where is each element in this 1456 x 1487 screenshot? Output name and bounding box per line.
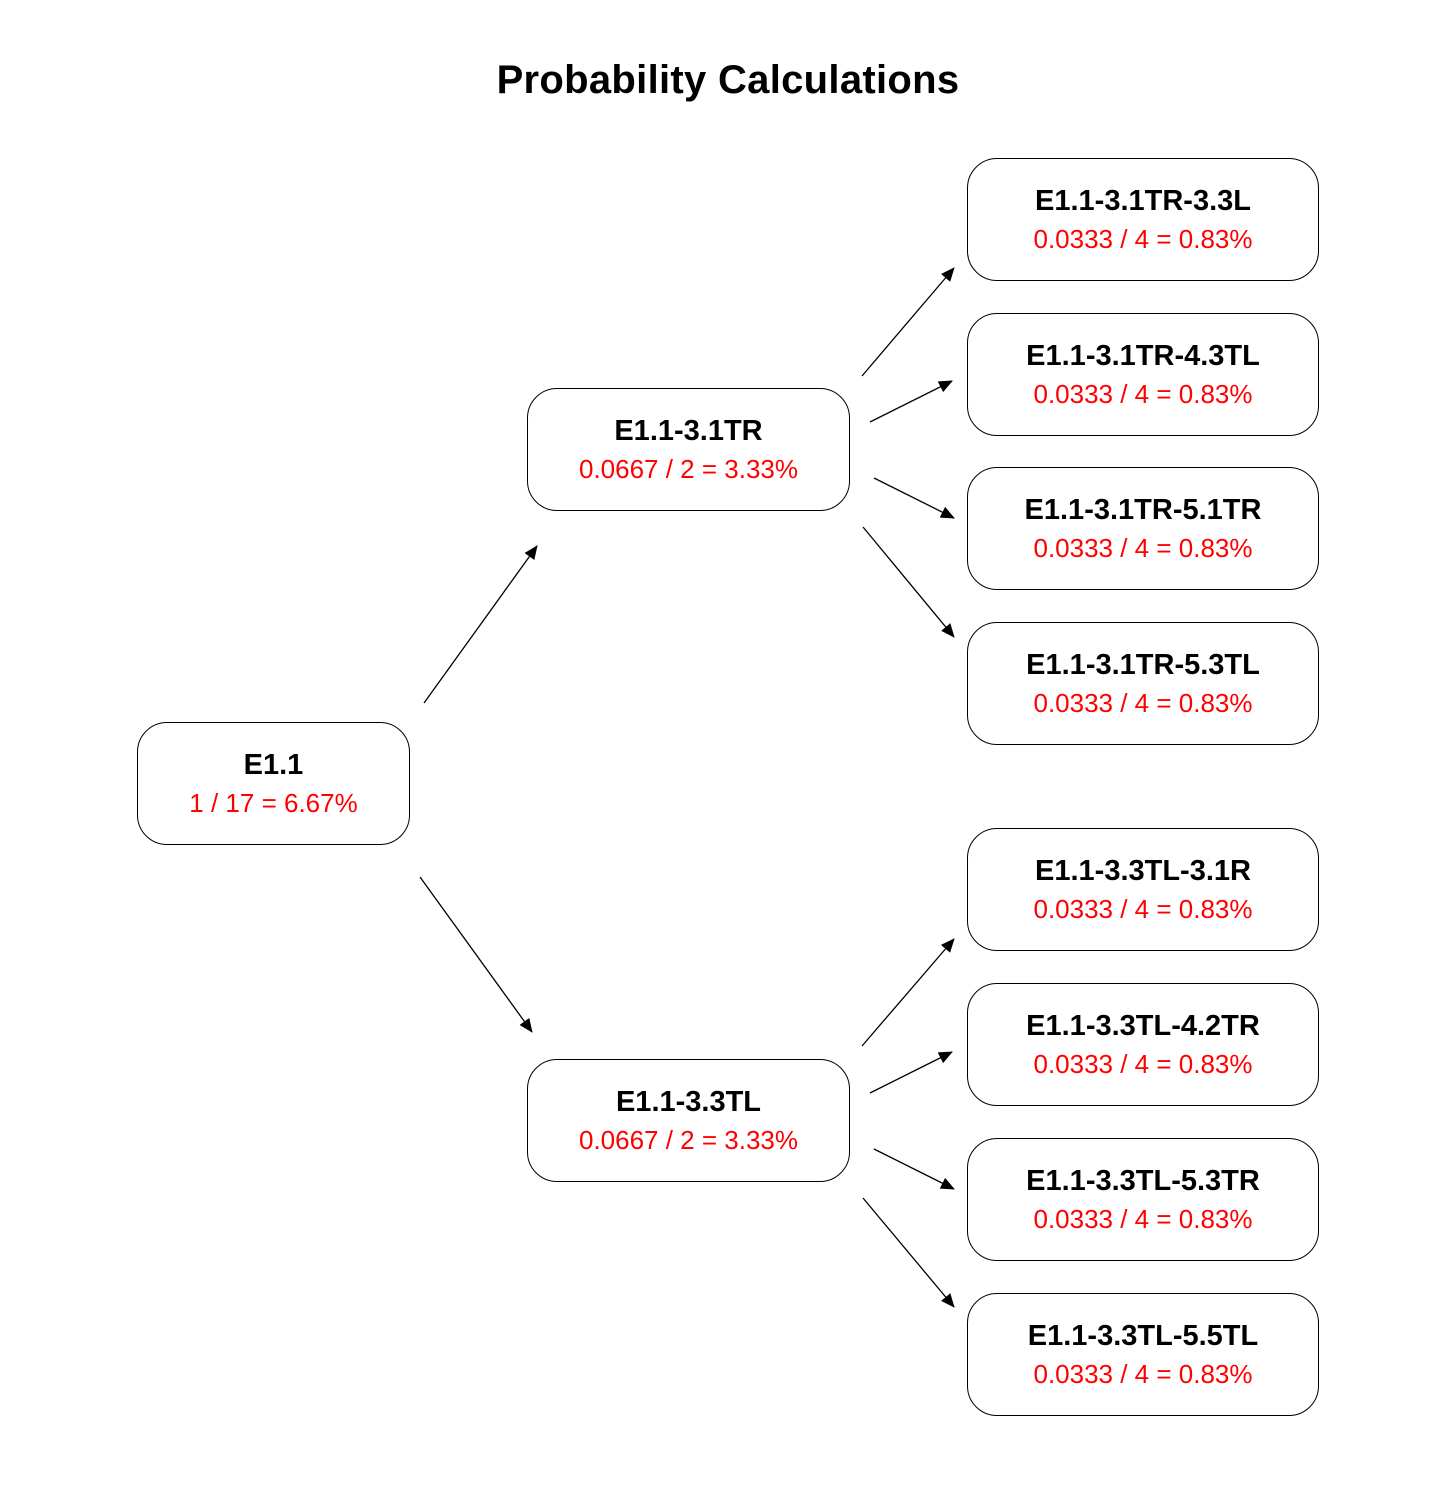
node-calculation: 0.0667 / 2 = 3.33% [578, 453, 798, 484]
node-label: E1.1-3.3TL-5.3TR [1026, 1164, 1260, 1197]
diagram-title: Probability Calculations [496, 58, 960, 102]
node-leaf-b3: E1.1-3.3TL-5.3TR 0.0333 / 4 = 0.83% [967, 1138, 1319, 1261]
node-root: E1.1 1 / 17 = 6.67% [137, 722, 410, 845]
node-calculation: 0.0333 / 4 = 0.83% [1033, 378, 1253, 409]
node-leaf-b4: E1.1-3.3TL-5.5TL 0.0333 / 4 = 0.83% [967, 1293, 1319, 1416]
node-label: E1.1-3.3TL-5.5TL [1027, 1319, 1259, 1352]
node-calculation: 0.0333 / 4 = 0.83% [1033, 893, 1253, 924]
node-leaf-b2: E1.1-3.3TL-4.2TR 0.0333 / 4 = 0.83% [967, 983, 1319, 1106]
edge-branch-b-to-leaf-b4 [862, 1197, 955, 1308]
node-leaf-a3: E1.1-3.1TR-5.1TR 0.0333 / 4 = 0.83% [967, 467, 1319, 590]
node-label: E1.1-3.3TL-3.1R [1035, 854, 1251, 887]
node-leaf-a4: E1.1-3.1TR-5.3TL 0.0333 / 4 = 0.83% [967, 622, 1319, 745]
node-label: E1.1-3.3TL-4.2TR [1026, 1009, 1260, 1042]
node-calculation: 0.0333 / 4 = 0.83% [1033, 1203, 1253, 1234]
node-label: E1.1-3.1TR [614, 414, 763, 447]
edge-branch-a-to-leaf-a4 [862, 526, 955, 638]
node-leaf-b1: E1.1-3.3TL-3.1R 0.0333 / 4 = 0.83% [967, 828, 1319, 951]
node-label: E1.1 [243, 748, 304, 781]
edge-branch-b-to-leaf-b2 [869, 1051, 953, 1094]
node-label: E1.1-3.1TR-5.1TR [1024, 493, 1262, 526]
edge-root-to-branch-a [423, 545, 538, 704]
edge-branch-a-to-leaf-a3 [873, 477, 955, 519]
edge-root-to-branch-b [419, 876, 533, 1033]
edge-branch-b-to-leaf-b1 [861, 938, 955, 1047]
node-label: E1.1-3.1TR-5.3TL [1026, 648, 1260, 681]
node-leaf-a2: E1.1-3.1TR-4.3TL 0.0333 / 4 = 0.83% [967, 313, 1319, 436]
node-calculation: 0.0333 / 4 = 0.83% [1033, 1358, 1253, 1389]
edge-branch-a-to-leaf-a2 [869, 380, 953, 423]
node-calculation: 0.0667 / 2 = 3.33% [578, 1124, 798, 1155]
node-leaf-a1: E1.1-3.1TR-3.3L 0.0333 / 4 = 0.83% [967, 158, 1319, 281]
node-label: E1.1-3.3TL [615, 1085, 762, 1118]
node-label: E1.1-3.1TR-3.3L [1035, 184, 1251, 217]
node-calculation: 0.0333 / 4 = 0.83% [1033, 532, 1253, 563]
node-label: E1.1-3.1TR-4.3TL [1026, 339, 1260, 372]
node-calculation: 0.0333 / 4 = 0.83% [1033, 1048, 1253, 1079]
node-branch-b: E1.1-3.3TL 0.0667 / 2 = 3.33% [527, 1059, 850, 1182]
edge-branch-b-to-leaf-b3 [873, 1148, 955, 1190]
edge-branch-a-to-leaf-a1 [861, 267, 955, 377]
node-calculation: 0.0333 / 4 = 0.83% [1033, 223, 1253, 254]
node-calculation: 1 / 17 = 6.67% [189, 787, 358, 818]
node-calculation: 0.0333 / 4 = 0.83% [1033, 687, 1253, 718]
node-branch-a: E1.1-3.1TR 0.0667 / 2 = 3.33% [527, 388, 850, 511]
